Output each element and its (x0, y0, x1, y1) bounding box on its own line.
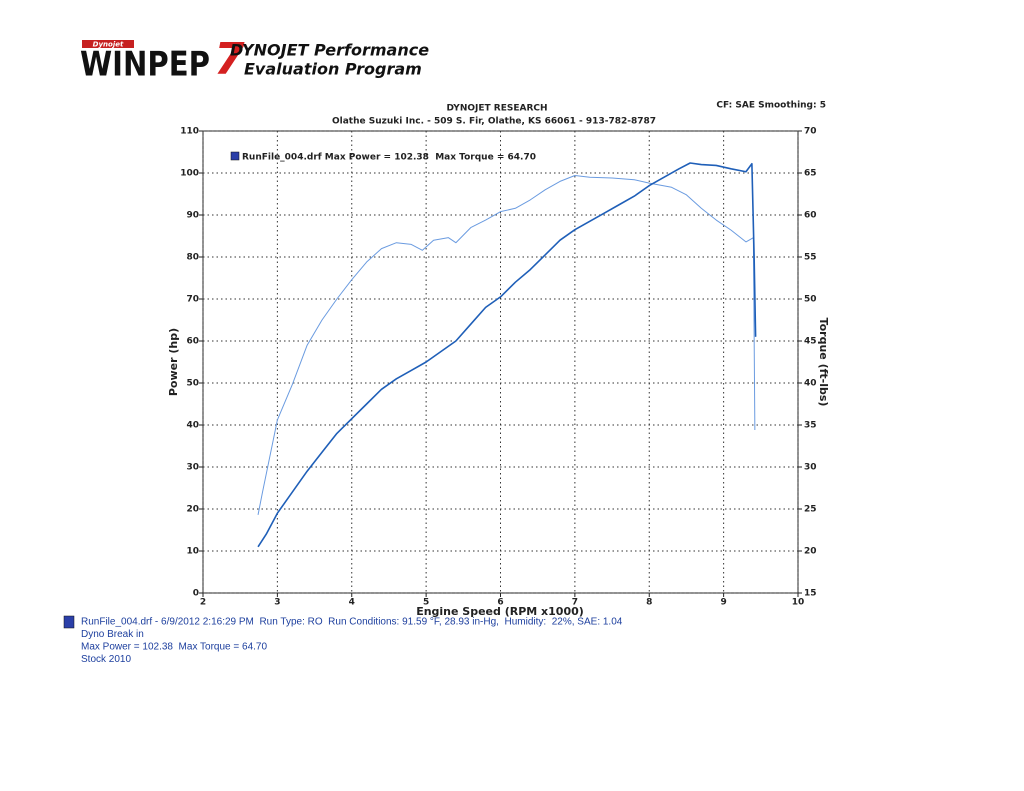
legend-label: RunFile_004.drf Max Power = 102.38 Max T… (242, 153, 536, 163)
y-tick-label: 50 (186, 379, 199, 389)
y2-tick-label: 50 (804, 295, 817, 305)
settings: CF: SAE Smoothing: 5 (716, 101, 826, 111)
x-tick-label: 2 (200, 598, 206, 608)
x-tick-label: 7 (572, 598, 578, 608)
program-title: DYNOJET Performance (230, 41, 429, 60)
x-tick-label: 3 (274, 598, 280, 608)
series-line (257, 162, 757, 548)
y-tick-label: 60 (186, 337, 199, 347)
footer-line: Stock 2010 (81, 654, 131, 665)
logo-version: 7 (214, 34, 245, 85)
footer-line: Dyno Break in (81, 629, 144, 640)
y-axis-label: Power (hp) (167, 328, 180, 396)
address: Olathe Suzuki Inc. - 509 S. Fir, Olathe,… (332, 117, 656, 127)
y-tick-label: 70 (186, 295, 199, 305)
program-subtitle: Evaluation Program (244, 60, 422, 79)
y2-axis-label: Torque (ft-lbs) (817, 318, 830, 407)
y2-tick-label: 60 (804, 211, 817, 221)
y-tick-label: 90 (186, 211, 199, 221)
legend-swatch (230, 151, 240, 161)
logo: WINPEP (80, 45, 210, 85)
y2-tick-label: 20 (804, 547, 817, 557)
x-tick-label: 8 (646, 598, 652, 608)
y2-tick-label: 25 (804, 505, 817, 515)
x-tick-label: 5 (423, 598, 429, 608)
y2-tick-label: 30 (804, 463, 817, 473)
y-tick-label: 110 (180, 127, 199, 137)
y2-tick-label: 15 (804, 589, 817, 599)
footer-swatch (63, 615, 75, 629)
y2-tick-label: 65 (804, 169, 817, 179)
y-tick-label: 40 (186, 421, 199, 431)
x-axis-label: Engine Speed (RPM x1000) (416, 605, 584, 618)
footer-line: RunFile_004.drf - 6/9/2012 2:16:29 PM Ru… (81, 617, 623, 628)
series-line (257, 175, 756, 515)
y2-tick-label: 35 (804, 421, 817, 431)
y-tick-label: 80 (186, 253, 199, 263)
y2-tick-label: 45 (804, 337, 817, 347)
footer-line: Max Power = 102.38 Max Torque = 64.70 (81, 642, 267, 653)
company: DYNOJET RESEARCH (446, 104, 547, 114)
y2-tick-label: 40 (804, 379, 817, 389)
x-tick-label: 10 (792, 598, 805, 608)
y-tick-label: 0 (193, 589, 199, 599)
x-tick-label: 9 (720, 598, 726, 608)
y2-tick-label: 55 (804, 253, 817, 263)
y-tick-label: 30 (186, 463, 199, 473)
y2-tick-label: 70 (804, 127, 817, 137)
x-tick-label: 4 (349, 598, 355, 608)
y-tick-label: 20 (186, 505, 199, 515)
logo-badge (82, 40, 134, 48)
x-tick-label: 6 (497, 598, 503, 608)
y-tick-label: 100 (180, 169, 199, 179)
logo-small: Dynojet (93, 41, 124, 49)
y-tick-label: 10 (186, 547, 199, 557)
